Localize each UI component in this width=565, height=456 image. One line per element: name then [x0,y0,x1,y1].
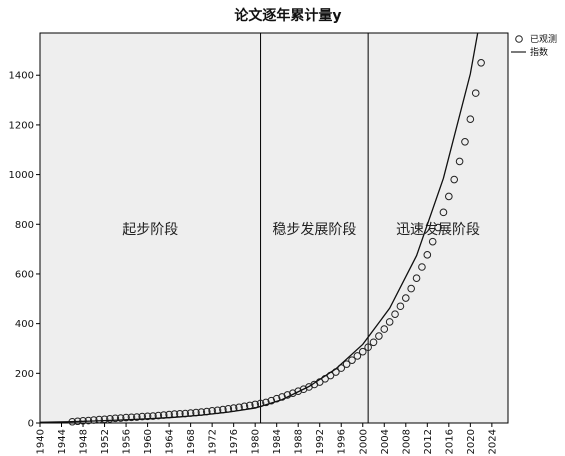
chart-title: 论文逐年累计量y [234,7,341,24]
observed-point [89,416,98,424]
observed-point [477,59,485,67]
legend-observed-marker [515,35,523,43]
phase-labels: 起步阶段 稳步发展阶段 迅速发展阶段 [122,222,480,238]
x-tick-label-12: 1988 [294,429,305,454]
y-tick-label-6: 1200 [9,120,34,131]
observed-point [412,274,421,282]
y-tick-label-1: 200 [15,369,34,380]
observed-point [267,396,276,405]
observed-point [358,347,367,356]
x-tick-label-18: 2012 [423,429,434,454]
x-tick-label-0: 1940 [36,429,47,454]
x-tick-label-19: 2016 [444,429,455,454]
x-tick-label-10: 1980 [251,429,262,454]
observed-point [428,237,437,246]
observed-point [143,412,152,421]
observed-point [445,192,453,201]
x-tick-label-8: 1972 [208,429,219,454]
observed-series [68,59,485,426]
x-tick-label-17: 2008 [401,429,412,454]
legend-observed-label: 已观测 [530,34,557,45]
y-tick-label-0: 0 [28,419,34,430]
x-tick-label-15: 2000 [358,429,369,454]
phase-dividers [260,33,369,423]
observed-point [471,89,480,97]
observed-point [423,251,432,259]
y-tick-label-3: 600 [15,269,34,280]
observed-point [375,332,383,340]
y-tick-label-5: 1000 [9,170,34,181]
observed-point [364,343,372,352]
observed-point [149,412,157,420]
observed-point [396,302,405,311]
fit-line [39,32,479,423]
y-tick-label-7: 1400 [9,71,34,82]
x-tick-label-7: 1968 [186,429,197,454]
observed-point [133,413,141,421]
observed-point [461,138,469,146]
exponential-fit-series [39,32,479,423]
observed-point [455,157,464,166]
legend-fit-label: 指数 [530,46,548,58]
x-tick-label-3: 1952 [100,429,111,454]
observed-point [138,412,147,421]
observed-point [294,387,303,396]
phase-label-0: 起步阶段 [122,222,178,238]
observed-point [401,294,410,302]
observed-point [418,263,426,271]
x-tick-label-9: 1976 [229,429,240,454]
observed-point [369,338,378,347]
y-axis: 0 200 400 600 800 1000 1200 1400 [9,71,40,430]
observed-point [116,414,125,422]
observed-point [391,310,399,318]
observed-point [127,413,136,422]
observed-point [111,414,120,423]
x-tick-label-6: 1964 [165,429,176,454]
x-axis: 1940 1944 1948 1952 1956 1960 1964 1968 1972 1976… [36,423,498,454]
observed-point [342,360,351,368]
x-tick-label-4: 1956 [122,429,133,454]
observed-point [450,175,459,184]
plot-area [39,32,509,424]
observed-point [348,356,356,364]
x-tick-label-13: 1992 [315,429,326,454]
x-tick-label-16: 2004 [380,429,391,454]
observed-point [100,415,109,424]
x-tick-label-11: 1984 [272,429,283,454]
x-tick-label-21: 2024 [487,429,498,454]
observed-point [262,398,270,407]
observed-point [434,223,442,232]
x-tick-label-5: 1960 [143,429,154,454]
observed-point [353,352,362,360]
phase-label-1: 稳步发展阶段 [272,222,356,238]
observed-point [385,318,394,326]
observed-point [466,115,475,123]
legend: 已观测 指数 [511,34,557,58]
observed-point [407,284,415,293]
observed-point [95,415,103,424]
observed-point [380,325,389,333]
x-tick-label-1: 1944 [57,429,68,454]
x-tick-label-14: 1996 [337,429,348,454]
phase-label-2: 迅速发展阶段 [396,222,480,238]
observed-point [439,208,448,217]
x-tick-label-20: 2020 [466,429,477,454]
observed-point [122,413,130,422]
x-tick-label-2: 1948 [79,429,90,454]
y-tick-label-4: 800 [15,220,34,231]
observed-point [106,414,114,423]
y-tick-label-2: 400 [15,319,34,330]
